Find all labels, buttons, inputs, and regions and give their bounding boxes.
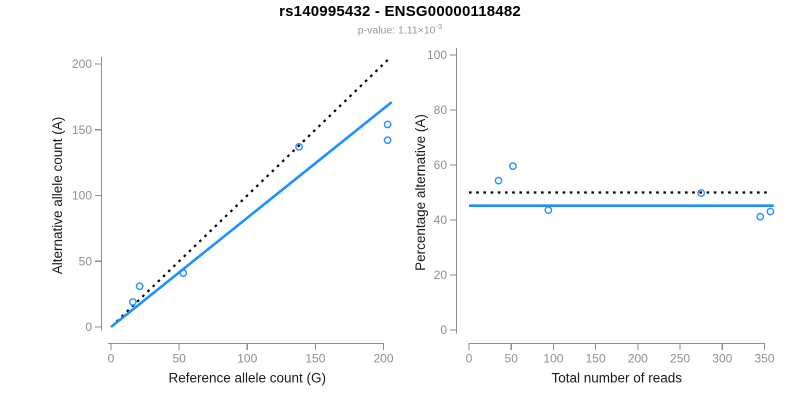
x-tick-label: 100 — [543, 352, 563, 366]
x-tick-label: 0 — [108, 352, 115, 366]
p-value-exponent: -3 — [435, 22, 443, 31]
x-axis-title: Total number of reads — [551, 371, 682, 386]
data-point — [128, 298, 137, 306]
data-point — [179, 269, 188, 277]
x-tick-label: 350 — [754, 352, 774, 366]
x-axis-title: Reference allele count (G) — [168, 371, 326, 386]
x-tick-label: 100 — [237, 352, 257, 366]
data-point — [383, 120, 392, 129]
x-tick-label: 300 — [712, 352, 732, 366]
fitted-line — [110, 101, 393, 329]
data-point — [756, 212, 765, 221]
y-tick-label: 0 — [85, 320, 92, 334]
data-point — [509, 162, 517, 171]
p-value-label: p-value: 1.11×10-3 — [0, 22, 800, 37]
data-point — [697, 189, 706, 197]
y-tick-label: 100 — [427, 48, 447, 62]
data-point — [383, 136, 392, 145]
x-tick-label: 50 — [505, 352, 519, 366]
data-point — [544, 206, 553, 215]
y-tick-label: 150 — [72, 123, 92, 137]
allele-counts-scatter: 0 50 100 150 200 0 50 100 150 200 Reference allele… — [50, 56, 394, 386]
x-tick-label: 0 — [466, 352, 473, 366]
x-tick-label: 250 — [670, 352, 690, 366]
plot-title: rs140995432 - ENSG00000118482 — [279, 3, 521, 20]
x-tick-label: 50 — [172, 352, 186, 366]
y-tick-label: 80 — [434, 103, 448, 117]
x-tick-label: 200 — [373, 352, 393, 366]
y-axis-title: Alternative allele count (A) — [50, 117, 65, 275]
identity-line — [115, 56, 392, 323]
p-value-text: p-value: 1.11×10 — [357, 24, 436, 37]
percentage-alternative-scatter: 0 50 100 150 200 250 300 350 0 20 40 60 80 100 Total n… — [413, 48, 775, 386]
y-tick-label: 100 — [72, 189, 92, 203]
y-tick-label: 200 — [72, 57, 92, 71]
y-axis-title: Percentage alternative (A) — [413, 114, 428, 271]
y-tick-label: 0 — [440, 323, 447, 337]
data-point — [135, 282, 144, 291]
y-tick-label: 50 — [79, 254, 93, 268]
data-point — [295, 142, 303, 151]
x-tick-label: 150 — [305, 352, 325, 366]
data-point — [494, 176, 503, 185]
data-point — [766, 207, 775, 216]
y-tick-label: 40 — [434, 213, 448, 227]
x-tick-label: 150 — [586, 352, 606, 366]
y-tick-label: 20 — [434, 268, 448, 282]
y-tick-label: 60 — [434, 158, 448, 172]
x-tick-label: 200 — [628, 352, 648, 366]
